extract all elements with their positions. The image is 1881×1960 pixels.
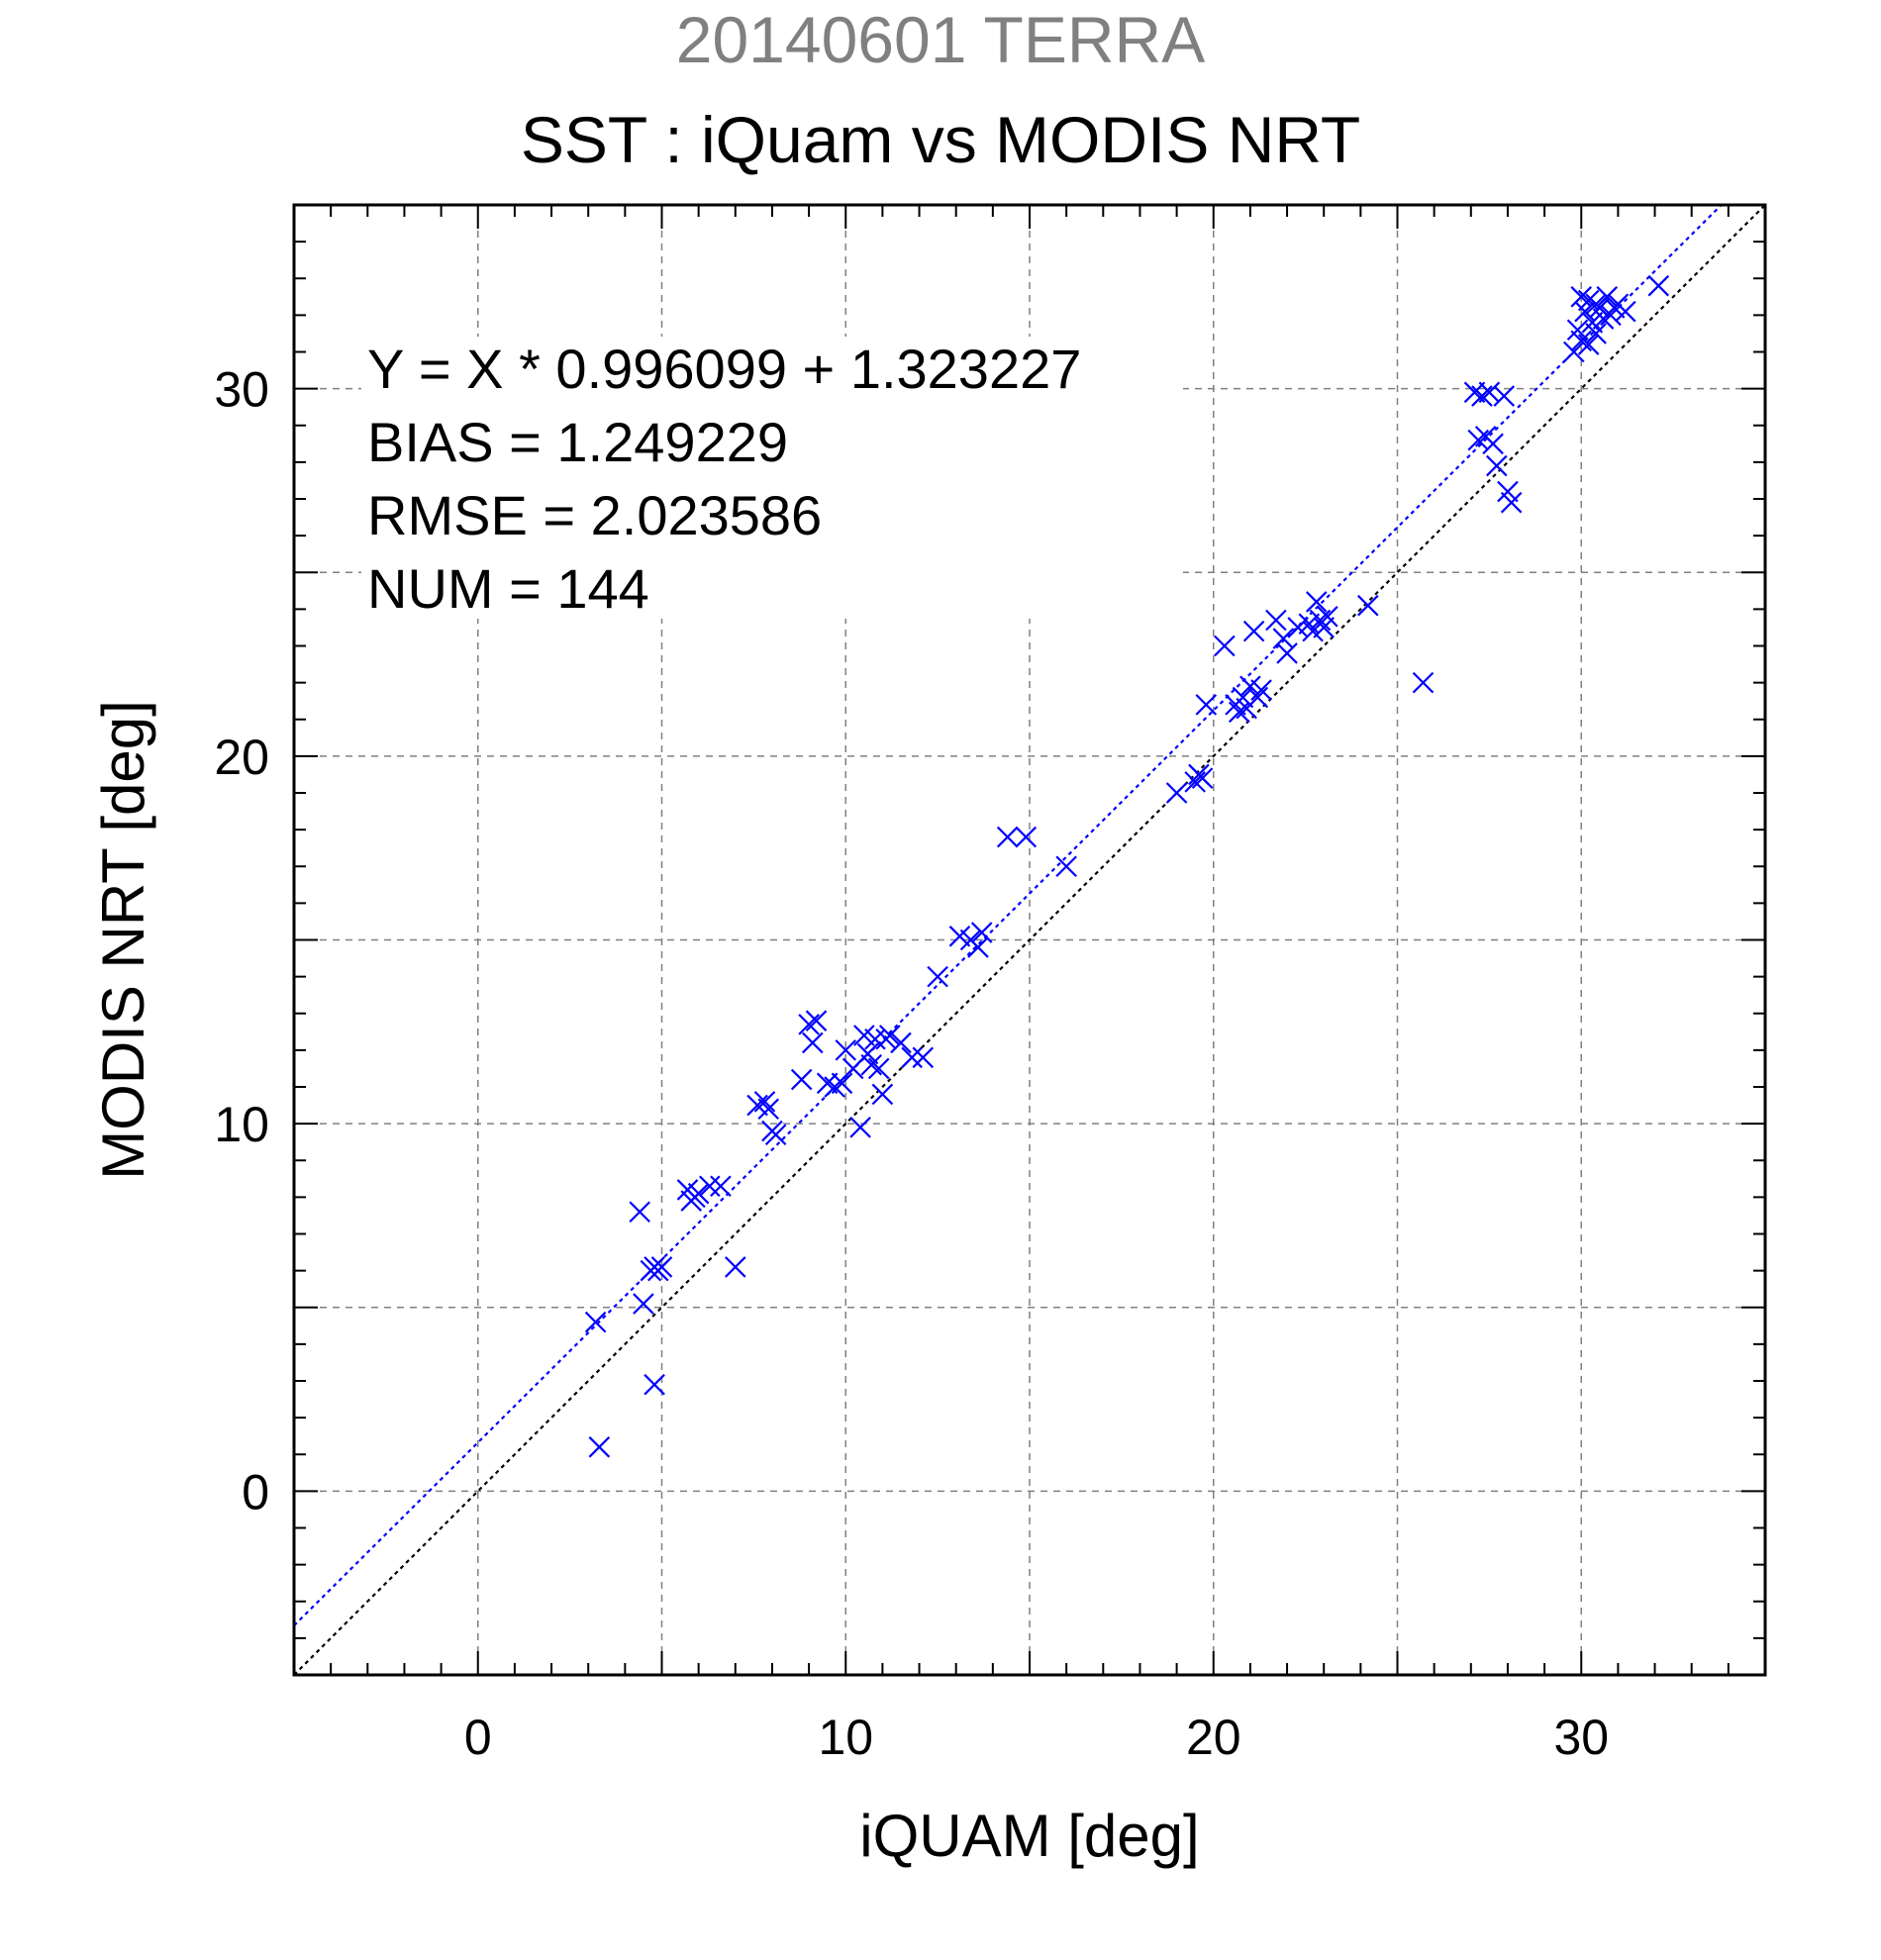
x-tick-label: 0 — [464, 1710, 492, 1765]
data-point — [1570, 286, 1593, 308]
data-point — [1577, 334, 1600, 355]
data-point — [1250, 679, 1272, 701]
data-point — [1165, 782, 1188, 804]
data-point — [1228, 701, 1250, 724]
data-point — [1214, 635, 1236, 657]
plot-frame — [292, 203, 1767, 1677]
y-tick-label: 30 — [214, 362, 269, 418]
fit-statistic-line: BIAS = 1.249229 — [367, 411, 788, 473]
x-tick-labels: 0 10 20 30 — [464, 1710, 1609, 1765]
data-point — [835, 1039, 857, 1061]
data-points — [584, 274, 1670, 1458]
data-point — [831, 1072, 853, 1095]
data-point — [710, 1175, 732, 1198]
data-point — [1184, 771, 1206, 793]
data-point — [1309, 609, 1332, 632]
data-point — [805, 1010, 828, 1031]
data-point — [849, 1117, 871, 1138]
data-point — [890, 1031, 912, 1054]
y-tick-label: 20 — [214, 730, 269, 785]
y-tick-labels: 0 10 20 30 — [214, 362, 269, 1520]
y-tick-label: 0 — [242, 1464, 269, 1519]
data-point — [860, 1053, 883, 1076]
data-point — [879, 1025, 901, 1046]
x-tick-label: 10 — [818, 1710, 873, 1765]
chart-super-title: 20140601 TERRA — [675, 3, 1206, 76]
data-point — [1276, 642, 1298, 664]
data-point — [1242, 620, 1265, 642]
data-point — [864, 1028, 886, 1050]
fit-statistics: Y = X * 0.996099 + 1.323227 BIAS = 1.2492… — [367, 338, 1081, 620]
data-point — [1015, 826, 1038, 848]
data-point — [1357, 594, 1379, 617]
data-point — [1482, 433, 1504, 455]
data-point — [1412, 671, 1435, 694]
data-point — [1500, 491, 1523, 514]
data-point — [757, 1098, 780, 1121]
identity-line — [293, 204, 1766, 1676]
data-point — [901, 1046, 923, 1069]
data-point — [1055, 855, 1077, 878]
data-point — [867, 1057, 890, 1080]
data-point — [633, 1293, 654, 1315]
data-point — [1577, 289, 1600, 312]
chart-title: SST : iQuam vs MODIS NRT — [520, 103, 1361, 176]
data-point — [996, 826, 1019, 848]
data-point — [1647, 274, 1670, 297]
data-point — [1493, 385, 1516, 407]
data-point — [1478, 381, 1501, 404]
data-point — [790, 1068, 813, 1091]
x-tick-label: 20 — [1186, 1710, 1241, 1765]
data-point — [1615, 300, 1636, 323]
x-tick-label: 30 — [1553, 1710, 1609, 1765]
data-point — [1563, 341, 1585, 363]
x-axis-label: iQUAM [deg] — [859, 1803, 1199, 1869]
data-point — [1570, 330, 1593, 352]
data-point — [1305, 591, 1328, 613]
data-point — [588, 1436, 611, 1458]
annotation-background — [361, 337, 1183, 619]
data-point — [764, 1124, 787, 1146]
data-point — [725, 1256, 746, 1278]
data-point — [970, 922, 993, 943]
data-point — [699, 1175, 721, 1198]
data-point — [1191, 767, 1214, 789]
fit-statistic-line: RMSE = 2.023586 — [367, 484, 822, 546]
data-point — [753, 1091, 776, 1113]
data-point — [1600, 304, 1622, 327]
data-point — [912, 1046, 935, 1069]
data-point — [824, 1076, 845, 1098]
data-point — [1317, 606, 1338, 628]
data-point — [687, 1182, 710, 1205]
data-point — [1246, 686, 1269, 709]
reference-lines — [293, 204, 1766, 1676]
data-point — [1486, 454, 1508, 477]
y-axis-label: MODIS NRT [deg] — [90, 700, 156, 1180]
data-point — [871, 1083, 894, 1106]
data-point — [644, 1373, 665, 1396]
data-point — [1585, 323, 1607, 344]
data-point — [798, 1014, 820, 1035]
data-point — [1195, 694, 1218, 716]
data-point — [967, 936, 989, 958]
data-point — [1272, 628, 1295, 649]
fit-statistic-line: NUM = 144 — [367, 557, 649, 620]
data-point — [1596, 286, 1619, 308]
data-point — [1471, 385, 1493, 407]
fit-line — [293, 204, 1723, 1626]
data-point — [650, 1256, 673, 1278]
data-point — [802, 1031, 824, 1054]
data-point — [1467, 429, 1490, 451]
y-tick-label: 10 — [214, 1097, 269, 1152]
data-point — [927, 965, 948, 988]
data-point — [1265, 609, 1287, 632]
data-point — [629, 1201, 650, 1223]
data-point — [584, 1311, 607, 1333]
fit-statistic-line: Y = X * 0.996099 + 1.323227 — [367, 338, 1081, 400]
